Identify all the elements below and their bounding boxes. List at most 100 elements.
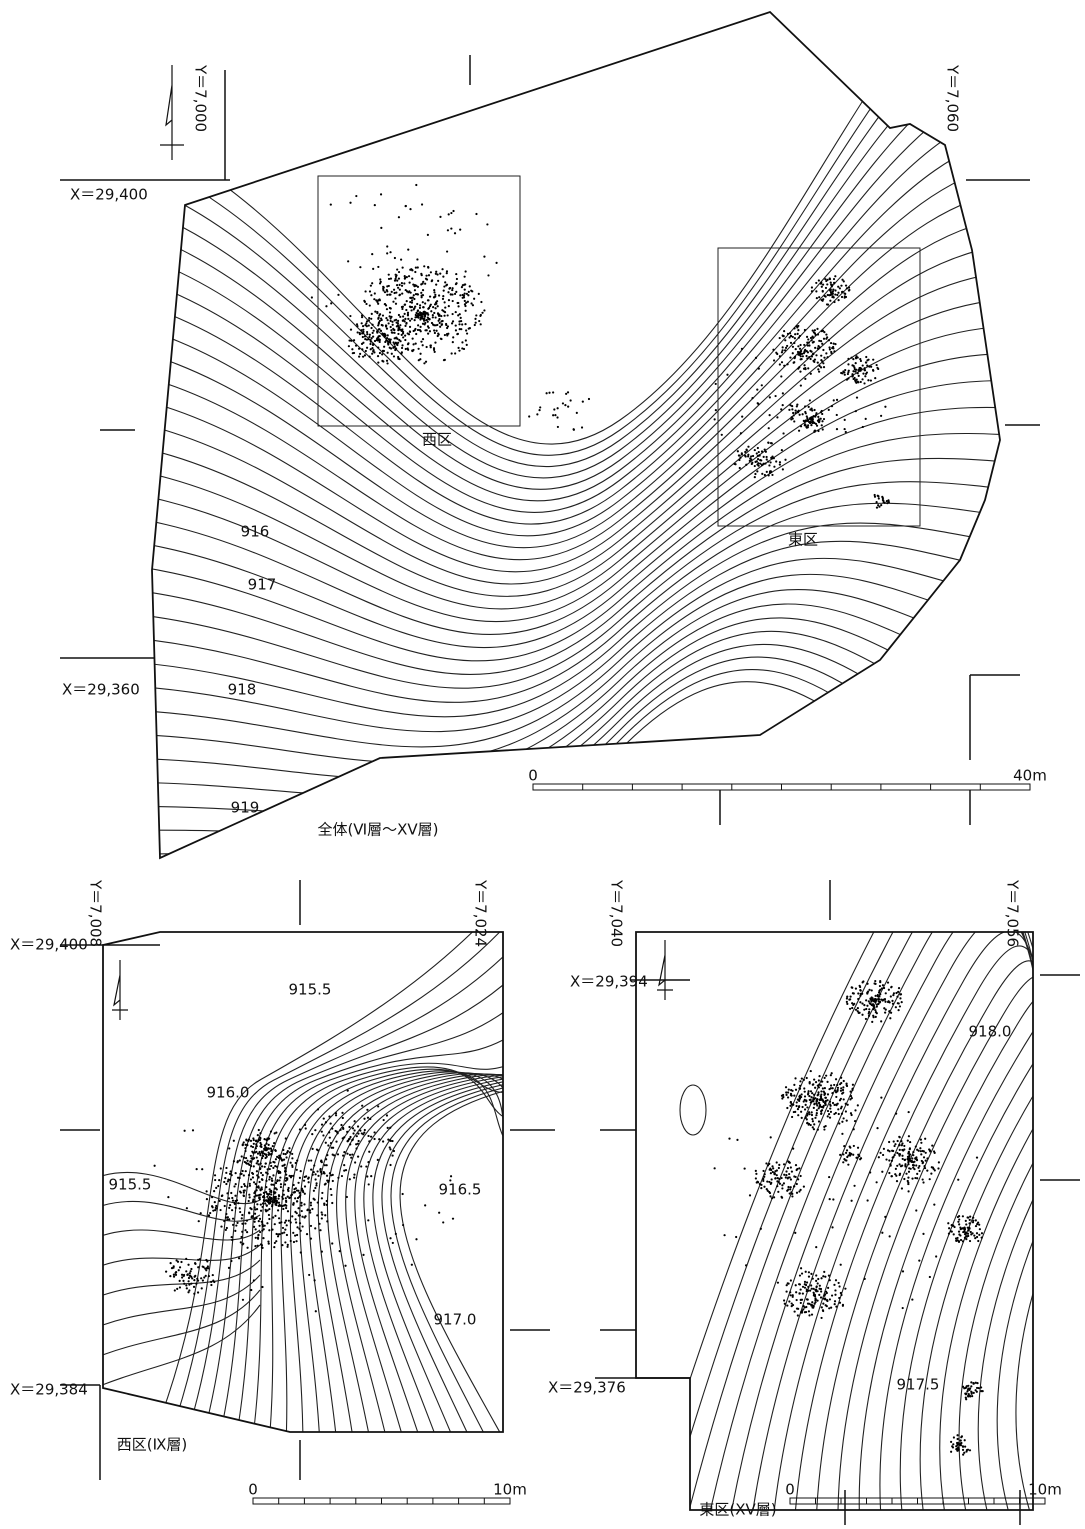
find-dot [776,1185,778,1187]
find-dot [245,1162,247,1164]
find-dot [245,1170,247,1172]
find-dot [803,1079,805,1081]
find-dot [762,1180,764,1182]
find-dot [814,1087,816,1089]
find-dot [827,1093,829,1095]
find-dot [346,1131,348,1133]
contour [900,1018,1078,1529]
find-dot [792,412,794,414]
find-dot [381,360,383,362]
find-dot [768,1163,770,1165]
find-dot [415,343,417,345]
find-dot [360,329,362,331]
find-dot [915,1209,917,1211]
find-dot [785,1086,787,1088]
find-dot [817,333,819,335]
find-dot [279,1155,281,1157]
find-dot [794,337,796,339]
find-dot [377,266,379,268]
find-dot [243,1157,245,1159]
find-dot [916,1159,918,1161]
find-dot [845,1110,847,1112]
find-dot [414,319,416,321]
find-dot [754,476,756,478]
find-dot [975,1389,977,1391]
find-dot [321,1131,323,1133]
find-dot [782,346,784,348]
find-dot [230,1170,232,1172]
find-dot [215,1187,217,1189]
find-dot [283,1153,285,1155]
find-dot [331,1242,333,1244]
find-dot [253,1181,255,1183]
find-dot [229,1179,231,1181]
find-dot [352,1127,354,1129]
find-dot [794,1232,796,1234]
find-dot [430,346,432,348]
find-dot [826,1099,828,1101]
find-dot [411,306,413,308]
find-dot [464,305,466,307]
find-dot [387,1127,389,1129]
find-dot [899,1153,901,1155]
find-dot [258,1129,260,1131]
find-dot [879,981,881,983]
find-dot [836,399,838,401]
find-dot [896,1165,898,1167]
find-dot [230,1192,232,1194]
find-dot [834,293,836,295]
find-dot [273,1191,275,1193]
label: 918.0 [969,1023,1012,1041]
find-dot [813,409,815,411]
find-dot [417,266,419,268]
find-dot [304,1193,306,1195]
find-dot [212,1274,214,1276]
find-dot [452,336,454,338]
find-dot [892,1003,894,1005]
find-dot [271,1229,273,1231]
find-dot [275,1196,277,1198]
find-dot [773,1196,775,1198]
find-dot [793,327,795,329]
find-dot [804,1099,806,1101]
find-dot [228,1207,230,1209]
find-dot [226,1227,228,1229]
find-dot [444,281,446,283]
find-dot [395,342,397,344]
find-dot [845,284,847,286]
find-dot [816,1109,818,1111]
find-dot [737,450,739,452]
find-dot [298,1228,300,1230]
find-dot [879,1001,881,1003]
find-dot [324,1164,326,1166]
find-dot [788,1173,790,1175]
find-dot [867,991,869,993]
find-dot [423,311,425,313]
find-dot [454,293,456,295]
find-dot [361,1105,363,1107]
find-dot [923,1156,925,1158]
find-dot [840,372,842,374]
find-dot [864,369,866,371]
find-dot [721,434,723,436]
find-dot [757,447,759,449]
find-dot [386,337,388,339]
find-dot [463,295,465,297]
find-dot [354,1161,356,1163]
find-dot [271,1180,273,1182]
find-dot [389,1146,391,1148]
find-dot [825,1097,827,1099]
find-dot [968,1222,970,1224]
find-dot [258,1225,260,1227]
find-dot [838,1285,840,1287]
find-dot [829,1117,831,1119]
find-dot [772,1167,774,1169]
find-dot [833,343,835,345]
find-dot [445,323,447,325]
find-dot [308,1177,310,1179]
find-dot [455,291,457,293]
find-dot [896,1152,898,1154]
find-dot [832,1102,834,1104]
find-dot [878,1156,880,1158]
find-dot [813,1078,815,1080]
